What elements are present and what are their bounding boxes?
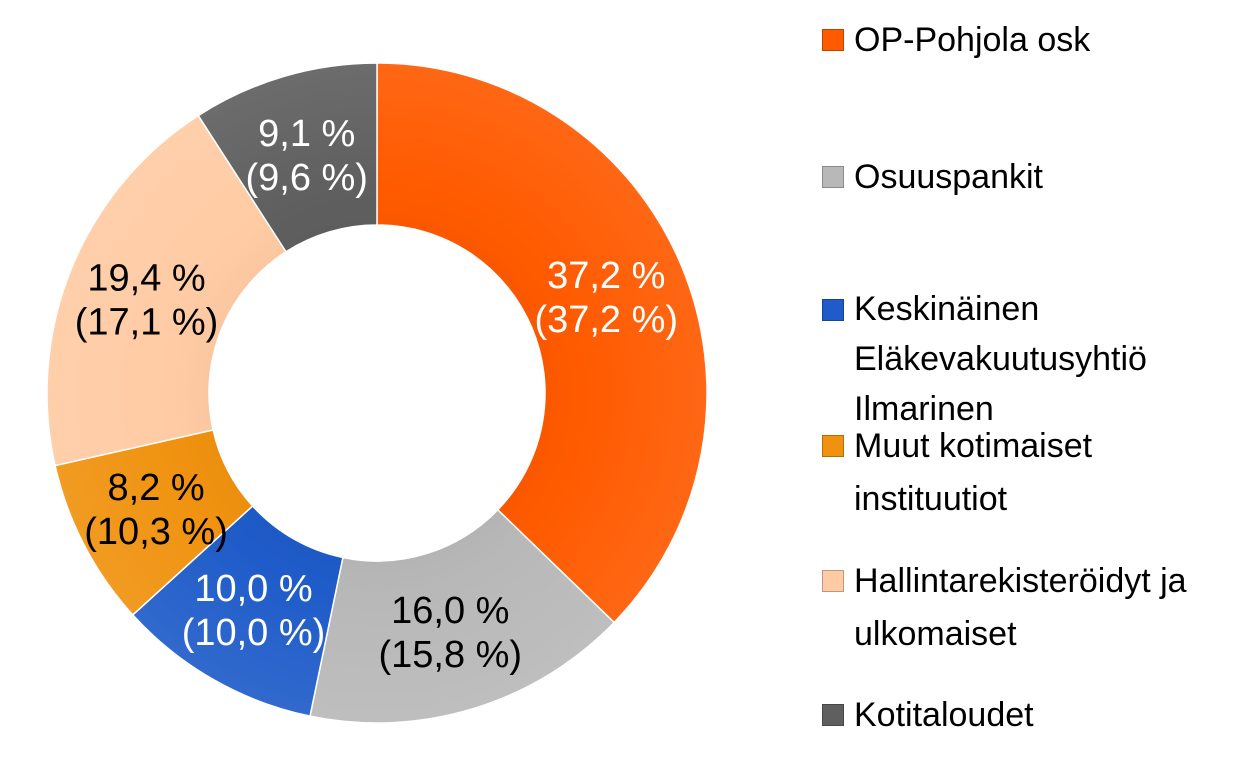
slice-label-keskinainen-elakevakuutusyhtio-ilmarinen-current: 10,0 % (194, 568, 312, 610)
legend-item-kotitaloudet: Kotitaloudet (822, 689, 1034, 742)
slice-osuuspankit (309, 508, 616, 724)
legend-item-op-pohjola: OP-Pohjola osk (822, 14, 1090, 67)
legend-swatch-hallintarekisteroidyt (822, 570, 844, 592)
slice-label-op-pohjola-osk-previous: (37,2 %) (534, 299, 678, 341)
slice-label-kotitaloudet-previous: (9,6 %) (245, 157, 367, 199)
legend-item-hallintarekisteroidyt: Hallintarekisteröidyt ja ulkomaiset (822, 555, 1187, 661)
legend-swatch-op-pohjola (822, 29, 844, 51)
slice-label-keskinainen-elakevakuutusyhtio-ilmarinen-previous: (10,0 %) (182, 612, 326, 654)
slice-label-hallintarekisteroidyt-ja-ulkomaiset-current: 19,4 % (87, 258, 205, 300)
slice-op-pohjola-osk (376, 62, 708, 624)
legend-label-kotitaloudet: Kotitaloudet (854, 696, 1034, 734)
legend-label-muut-kotimaiset: Muut kotimaiset instituutiot (854, 427, 1093, 518)
slice-labels: 37,2 %(37,2 %) 16,0 %(15,8 %) 10,0 %(10,0 … (75, 113, 678, 676)
slice-label-osuuspankit-current: 16,0 % (391, 590, 509, 632)
donut-slices (46, 62, 708, 724)
legend-swatch-osuuspankit (822, 166, 844, 188)
legend: OP-Pohjola osk Osuuspankit Keskinäinen E… (822, 0, 1258, 771)
legend-item-muut-kotimaiset: Muut kotimaiset instituutiot (822, 420, 1092, 526)
legend-label-osuuspankit: Osuuspankit (854, 158, 1043, 196)
legend-item-ilmarinen: Keskinäinen Eläkevakuutusyhtiö Ilmarinen (822, 284, 1147, 434)
legend-label-hallintarekisteroidyt: Hallintarekisteröidyt ja ulkomaiset (854, 562, 1187, 653)
legend-label-op-pohjola: OP-Pohjola osk (854, 21, 1091, 59)
slice-hallintarekisteroidyt-ja-ulkomaiset (46, 114, 288, 467)
slice-label-muut-kotimaiset-instituutiot-previous: (10,3 %) (84, 511, 228, 553)
slice-label-op-pohjola-osk-current: 37,2 % (547, 255, 665, 297)
slice-label-kotitaloudet-current: 9,1 % (258, 113, 355, 155)
legend-item-osuuspankit: Osuuspankit (822, 151, 1043, 204)
legend-label-ilmarinen: Keskinäinen Eläkevakuutusyhtiö Ilmarinen (854, 290, 1147, 428)
legend-swatch-kotitaloudet (822, 704, 844, 726)
slice-kotitaloudet (197, 62, 378, 253)
slice-label-osuuspankit-previous: (15,8 %) (378, 634, 522, 676)
slice-label-hallintarekisteroidyt-ja-ulkomaiset-previous: (17,1 %) (75, 302, 219, 344)
slice-label-muut-kotimaiset-instituutiot-current: 8,2 % (108, 467, 205, 509)
legend-swatch-muut-kotimaiset (822, 435, 844, 457)
legend-swatch-ilmarinen (822, 299, 844, 321)
